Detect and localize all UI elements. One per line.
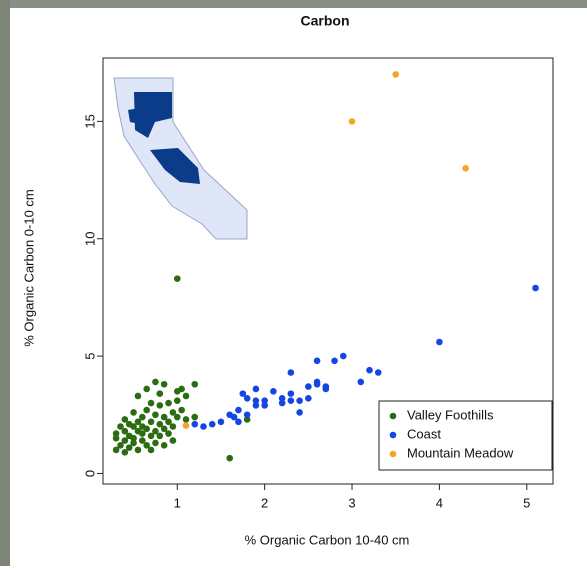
point xyxy=(143,426,150,433)
point xyxy=(253,397,260,404)
point xyxy=(178,386,185,393)
point xyxy=(161,381,168,388)
point xyxy=(170,437,177,444)
point xyxy=(148,419,155,426)
point xyxy=(235,407,242,414)
point xyxy=(244,411,251,418)
x-axis-label: % Organic Carbon 10-40 cm xyxy=(245,532,410,547)
point xyxy=(314,381,321,388)
point xyxy=(156,390,163,397)
point xyxy=(323,386,330,393)
x-tick-label: 3 xyxy=(348,495,355,510)
point xyxy=(331,357,338,364)
point xyxy=(375,369,382,376)
point xyxy=(279,395,286,402)
point xyxy=(218,419,225,426)
point xyxy=(191,414,198,421)
point xyxy=(253,386,260,393)
point xyxy=(240,390,247,397)
point xyxy=(261,402,268,409)
x-tick-label: 4 xyxy=(436,495,443,510)
point xyxy=(152,440,159,447)
point xyxy=(161,442,168,449)
point xyxy=(152,411,159,418)
point xyxy=(288,390,295,397)
point xyxy=(183,393,190,400)
x-tick-label: 2 xyxy=(261,495,268,510)
point xyxy=(209,421,216,428)
point xyxy=(226,455,233,462)
point xyxy=(135,393,142,400)
legend-marker xyxy=(390,413,397,420)
point xyxy=(532,285,539,292)
point xyxy=(165,430,172,437)
point xyxy=(135,447,142,454)
point xyxy=(148,447,155,454)
point xyxy=(436,339,443,346)
point xyxy=(305,395,312,402)
point xyxy=(288,397,295,404)
point xyxy=(156,433,163,440)
point xyxy=(113,430,120,437)
point xyxy=(170,423,177,430)
point xyxy=(174,414,181,421)
x-tick-label: 5 xyxy=(523,495,530,510)
legend: Valley Foothills Coast Mountain Meadow xyxy=(379,401,552,470)
y-tick-label: 0 xyxy=(82,470,97,477)
point xyxy=(314,357,321,364)
point xyxy=(296,409,303,416)
x-tick-label: 1 xyxy=(174,495,181,510)
point xyxy=(178,407,185,414)
y-tick-label: 10 xyxy=(82,231,97,245)
y-tick-label: 5 xyxy=(82,352,97,359)
page: {"chart_data": {"type": "scatter", "titl… xyxy=(0,0,587,566)
photo-strip xyxy=(0,0,10,566)
point xyxy=(183,422,190,429)
point xyxy=(296,397,303,404)
point xyxy=(183,416,190,423)
point xyxy=(270,388,277,395)
point xyxy=(288,369,295,376)
point xyxy=(143,386,150,393)
chart: Carbon % Organic Carbon 10-40 cm % Organ… xyxy=(0,0,587,566)
y-axis-label: % Organic Carbon 0-10 cm xyxy=(21,189,36,347)
point xyxy=(174,397,181,404)
point xyxy=(392,71,399,78)
legend-marker xyxy=(390,432,397,439)
panel xyxy=(10,8,587,564)
legend-label: Coast xyxy=(407,426,441,441)
point xyxy=(349,118,356,125)
point xyxy=(174,275,181,282)
point xyxy=(130,409,137,416)
legend-marker xyxy=(390,451,397,458)
point xyxy=(143,407,150,414)
legend-label: Valley Foothills xyxy=(407,407,494,422)
legend-label: Mountain Meadow xyxy=(407,445,514,460)
point xyxy=(231,414,238,421)
point xyxy=(148,400,155,407)
point xyxy=(165,400,172,407)
point xyxy=(191,381,198,388)
point xyxy=(152,379,159,386)
point xyxy=(130,440,137,447)
point xyxy=(340,353,347,360)
point xyxy=(462,165,469,172)
point xyxy=(357,379,364,386)
chart-title: Carbon xyxy=(301,13,350,29)
point xyxy=(200,423,207,430)
point xyxy=(156,402,163,409)
point xyxy=(366,367,373,374)
point xyxy=(191,421,198,428)
y-tick-label: 15 xyxy=(82,114,97,128)
point xyxy=(139,414,146,421)
point xyxy=(305,383,312,390)
